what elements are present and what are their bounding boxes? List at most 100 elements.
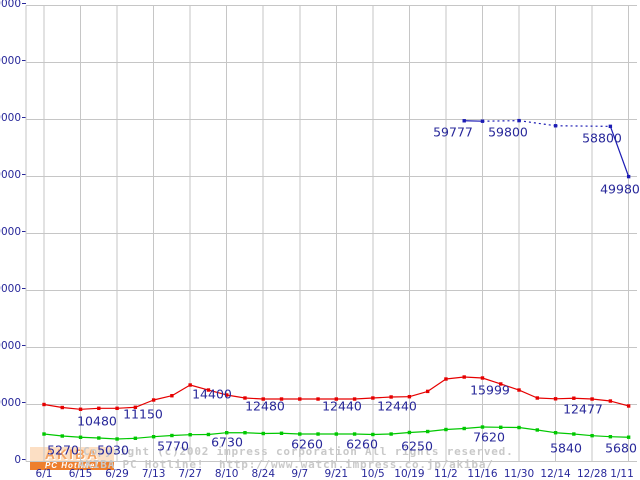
red-series-point-marker (170, 394, 174, 398)
y-axis-tick-label: 40000 (0, 226, 21, 238)
x-axis-tick-label: 6/1 (36, 468, 53, 480)
red-series-point-marker (572, 396, 576, 400)
red-series-segment (482, 377, 501, 385)
green-series-segment (80, 436, 99, 439)
green-series-point-marker (590, 433, 594, 438)
green-series-point-marker (170, 433, 174, 438)
green-series-point-marker (279, 431, 284, 435)
green-series-segment (281, 432, 300, 435)
point-value-label: 6250 (401, 439, 433, 454)
blue-series-segment (609, 126, 630, 177)
red-series-segment (555, 397, 574, 400)
point-value-label: 59777 (433, 125, 473, 140)
green-series-point-marker (389, 432, 393, 436)
green-series-point-marker (97, 436, 101, 440)
red-series-segment (244, 397, 264, 400)
green-series-segment (427, 428, 447, 433)
watermark-copyright-line: Copyright (c)2002 impress corporation Al… (83, 445, 514, 458)
x-axis-tick-label: 1/11 (610, 468, 634, 480)
point-value-label: 5270 (47, 443, 79, 458)
green-series-point-marker (371, 432, 375, 437)
green-series-point-marker (225, 431, 229, 435)
x-axis-tick-label: 7/27 (178, 468, 202, 480)
green-series-point-marker (499, 425, 503, 429)
red-series-segment (62, 406, 81, 410)
blue-series-point-marker (517, 118, 521, 123)
y-axis-tick-label: 10000 (0, 397, 21, 409)
blue-series-segment (555, 125, 611, 127)
x-axis-tick-label: 11/2 (434, 468, 458, 480)
blue-series-point-marker (480, 119, 485, 123)
point-value-label: 6260 (346, 437, 378, 452)
green-series-point-marker (42, 432, 46, 436)
green-series-segment (62, 435, 81, 438)
red-series-point-marker (97, 406, 101, 411)
green-series-segment (409, 430, 428, 434)
red-series-point-marker (298, 397, 302, 401)
red-series-segment (171, 384, 191, 397)
green-series-point-marker (151, 435, 156, 439)
point-value-label: 12440 (322, 399, 362, 414)
red-series-segment (409, 390, 428, 398)
red-series-segment (372, 396, 392, 399)
green-series-point-marker (243, 431, 247, 435)
y-axis-tick-label: 70000 (0, 55, 21, 67)
red-series-point-marker (243, 396, 247, 400)
red-series-point-marker (590, 397, 594, 401)
red-series-point-marker (279, 397, 284, 401)
green-series-point-marker (206, 432, 211, 437)
red-series-point-marker (626, 404, 631, 408)
green-series-point-marker (60, 434, 64, 438)
red-series-segment (226, 394, 246, 399)
red-series-point-marker (42, 402, 46, 407)
logo-pc-hotline-text: PC Hotline! (30, 462, 114, 470)
point-value-label: 12480 (245, 399, 285, 414)
green-series-segment (244, 432, 264, 435)
red-series-point-marker (371, 396, 375, 400)
green-series-segment (518, 426, 538, 431)
red-series-point-marker (407, 394, 412, 399)
green-series-point-marker (553, 431, 558, 435)
red-series-point-marker (499, 382, 503, 386)
point-value-label: 12440 (377, 399, 417, 414)
red-series-segment (153, 395, 173, 401)
green-series-segment (171, 434, 191, 437)
green-series-segment (555, 432, 574, 435)
green-series-point-marker (572, 432, 576, 436)
red-series-point-marker (206, 388, 211, 392)
red-series-point-marker (535, 396, 539, 400)
point-value-label: 5030 (97, 443, 129, 458)
red-series-point-marker (188, 383, 192, 387)
point-value-label: 49980 (600, 182, 640, 197)
green-series-point-marker (133, 436, 138, 441)
x-axis-tick-label: 9/7 (291, 468, 308, 480)
red-series-point-marker (425, 389, 430, 394)
green-series-segment (391, 431, 410, 435)
red-series-segment (537, 397, 556, 400)
green-series-point-marker (316, 432, 320, 436)
green-series-point-marker (462, 426, 466, 431)
red-series-point-marker (115, 406, 119, 411)
point-value-label: 58800 (582, 131, 622, 146)
point-value-label: 59800 (488, 125, 528, 140)
x-axis-tick-label: 7/13 (142, 468, 166, 480)
x-axis-tick-label: 9/21 (325, 468, 349, 480)
red-series-point-marker (316, 397, 320, 401)
x-axis-tick-label: 8/10 (215, 468, 239, 480)
x-axis-tick-label: 10/19 (394, 468, 424, 480)
point-value-label: 7620 (473, 430, 505, 445)
green-series-segment (153, 434, 172, 438)
blue-series-segment (482, 120, 520, 122)
red-series-point-marker (517, 388, 521, 392)
point-value-label: 12477 (563, 402, 603, 417)
red-series-segment (464, 376, 483, 379)
red-series-point-marker (389, 395, 393, 399)
green-series-point-marker (298, 432, 302, 436)
x-axis-tick-label: 12/14 (540, 468, 571, 480)
logo-akiba-text: AKIBA (30, 447, 114, 462)
red-series-segment (610, 400, 629, 407)
point-value-label: 5680 (605, 441, 637, 456)
red-series-point-marker (608, 399, 613, 403)
point-value-label: 5840 (550, 441, 582, 456)
red-series-segment (427, 378, 447, 392)
